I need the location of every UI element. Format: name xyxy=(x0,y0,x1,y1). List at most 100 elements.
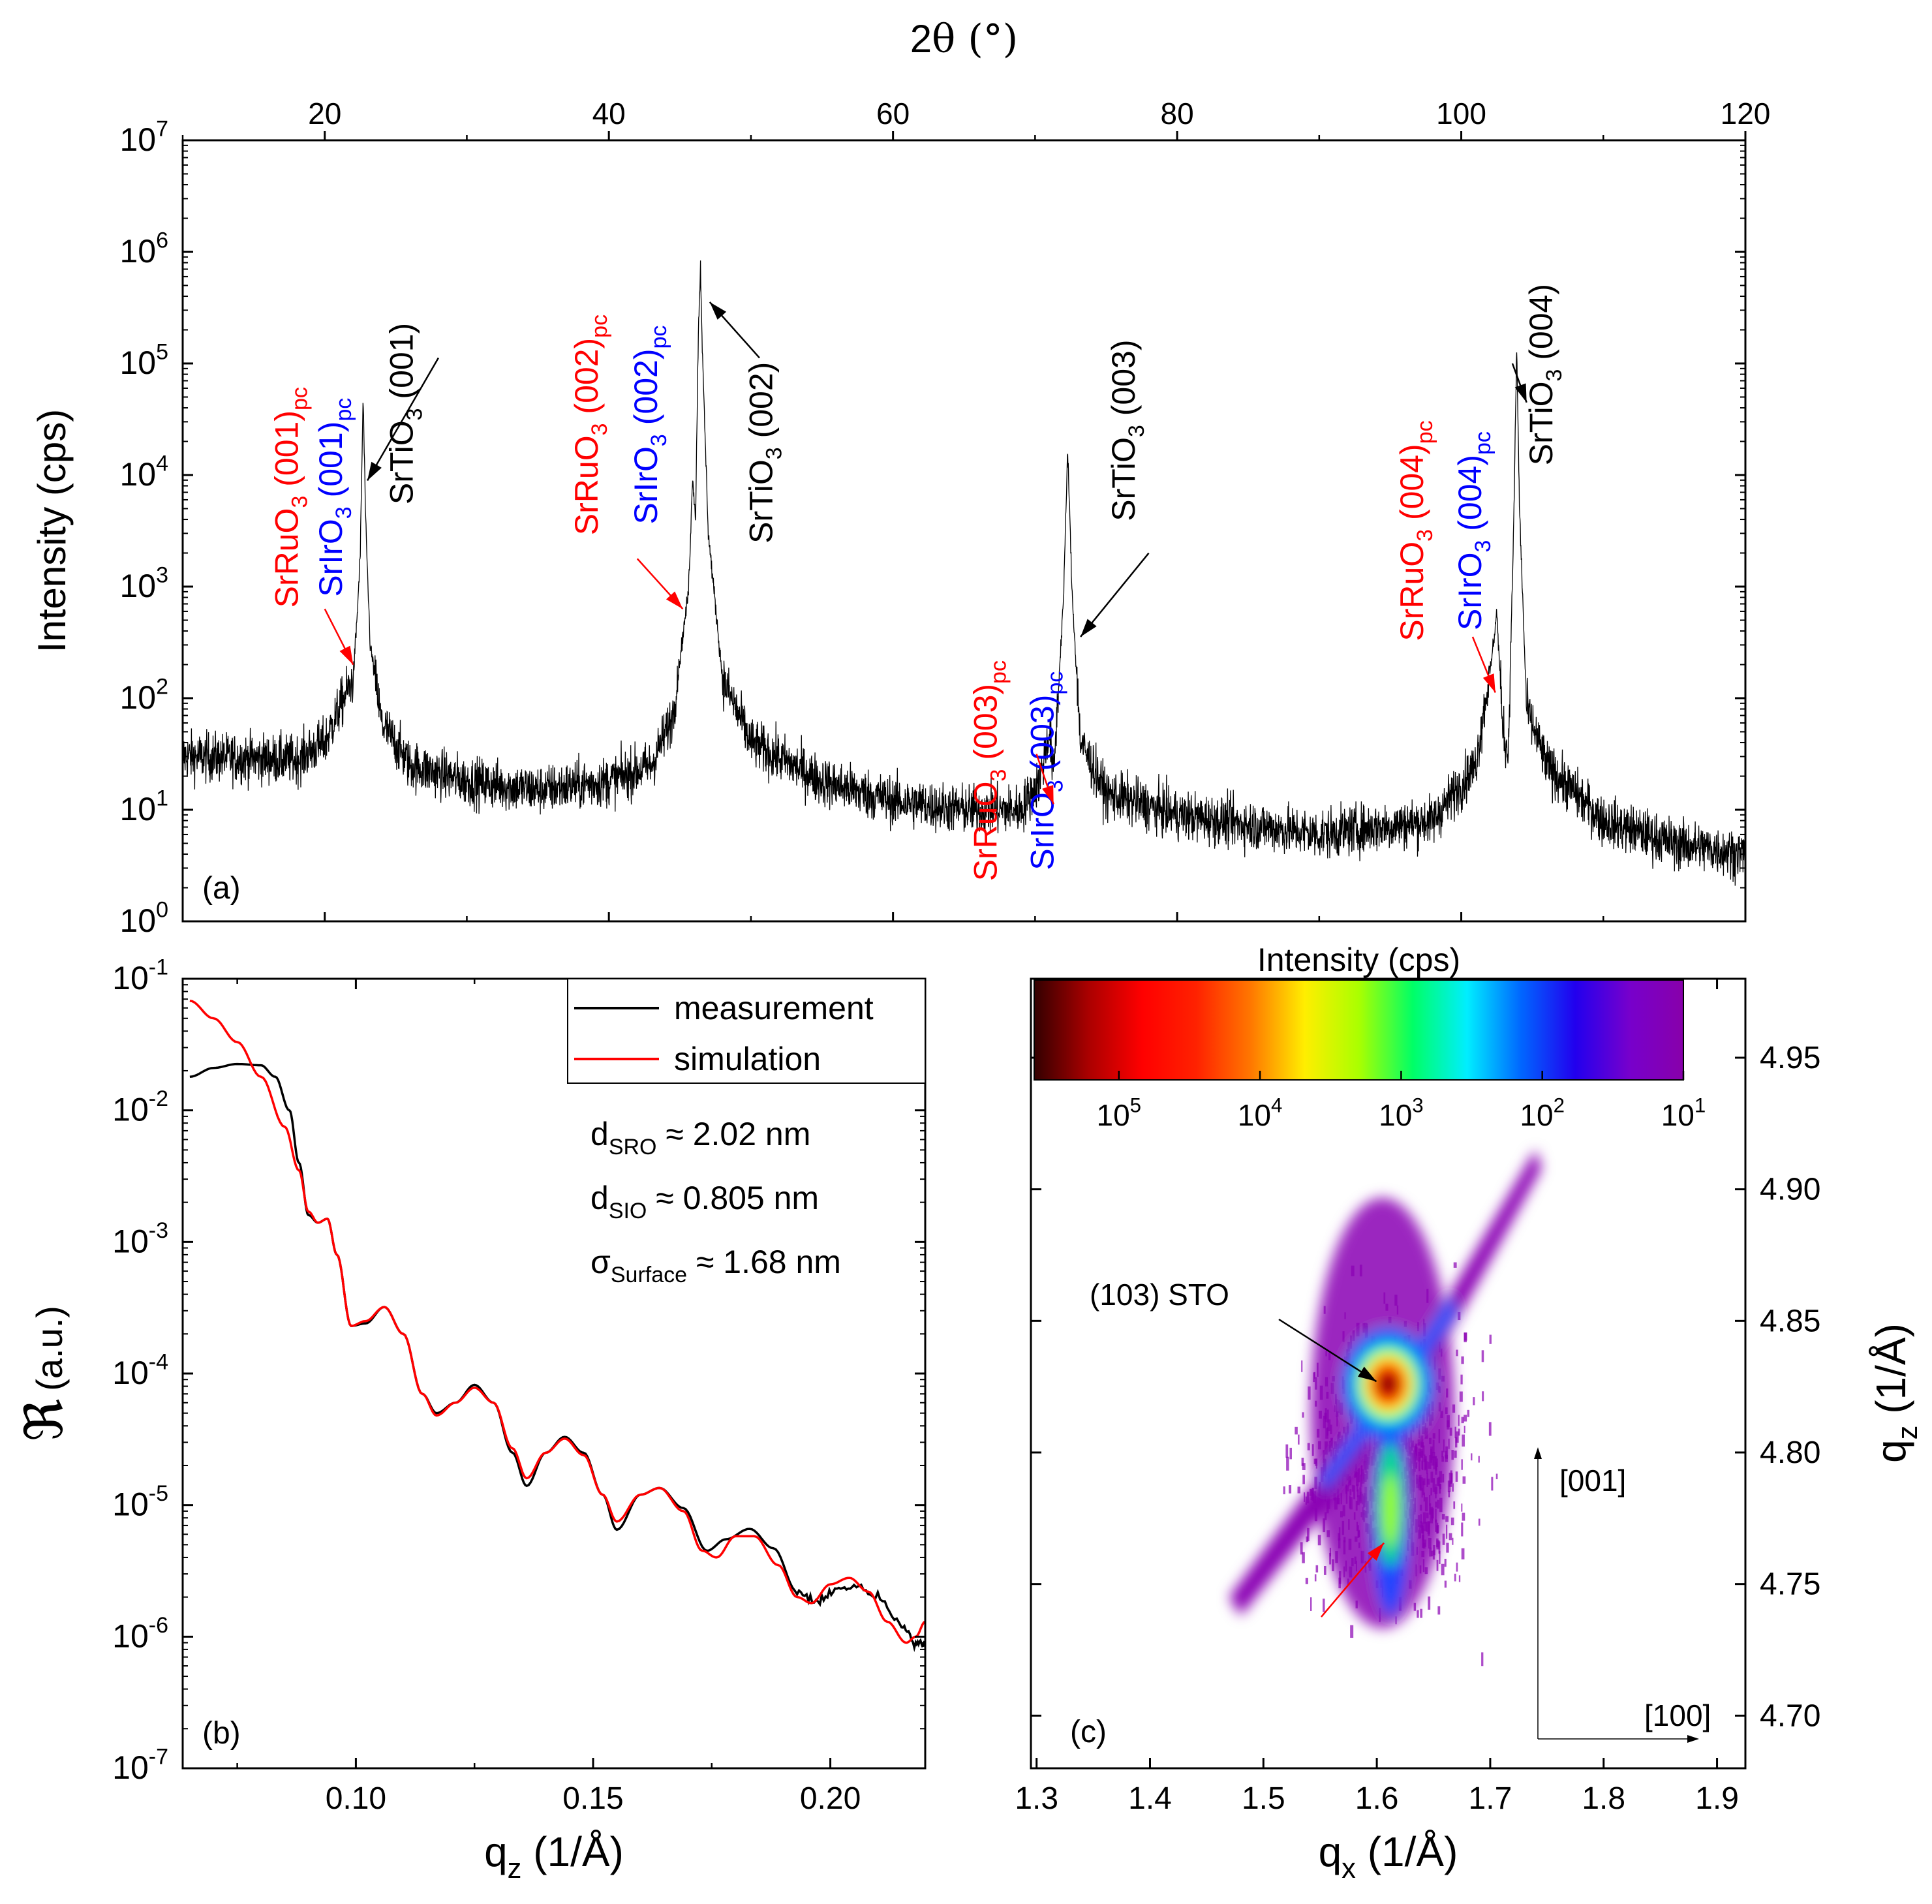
noise-speck xyxy=(1471,1453,1473,1461)
colorbar-tick-label: 102 xyxy=(1520,1094,1565,1132)
noise-speck xyxy=(1460,1374,1463,1385)
noise-speck xyxy=(1482,1391,1484,1402)
peak-label-red: SrRuO3 (002)pc xyxy=(568,315,612,535)
noise-speck xyxy=(1473,1397,1475,1405)
noise-speck xyxy=(1298,1434,1300,1445)
noise-speck xyxy=(1454,1426,1457,1439)
noise-speck xyxy=(1323,1598,1325,1612)
panel-b: 0.10 0.15 0.20 10-7 10-6 10-5 10-4 10-3 10-2 10-1… xyxy=(14,955,927,1884)
sto-peak-label: (103) STO xyxy=(1090,1278,1229,1312)
rsm-intensity xyxy=(1229,1150,1542,1629)
colorbar-tick-label: 105 xyxy=(1097,1094,1142,1132)
direction-indicator: [001] [100] xyxy=(1534,1447,1711,1743)
noise-speck xyxy=(1448,1490,1450,1497)
x-tick-label: 1.4 xyxy=(1128,1781,1172,1816)
peak-label-blue: SrIrO3 (004)pc xyxy=(1452,431,1495,630)
x-tick-label: 0.10 xyxy=(326,1781,386,1816)
peak-arrow xyxy=(1080,552,1150,637)
peak-label-black: SrTiO3 (001) xyxy=(384,323,427,504)
dir-100-head xyxy=(1687,1735,1699,1743)
peak-label-blue: SrIrO3 (002)pc xyxy=(628,326,671,525)
noise-speck xyxy=(1478,1518,1480,1526)
fit-param: dSIO ≈ 0.805 nm xyxy=(590,1180,819,1223)
noise-speck xyxy=(1302,1463,1306,1470)
noise-speck xyxy=(1307,1443,1310,1451)
y-tick-label: 104 xyxy=(119,452,168,493)
noise-speck xyxy=(1454,1573,1456,1582)
noise-speck xyxy=(1467,1409,1470,1417)
series-measurement-line xyxy=(189,1062,926,1653)
noise-speck xyxy=(1461,1417,1464,1424)
y-tick-label: 4.90 xyxy=(1760,1173,1820,1207)
peak-arrow xyxy=(366,357,439,482)
x-tick-label: 1.3 xyxy=(1015,1781,1058,1816)
arrow-head xyxy=(666,591,683,609)
noise-speck xyxy=(1438,1541,1441,1554)
noise-speck xyxy=(1489,1334,1492,1344)
arrow-head xyxy=(1368,1543,1384,1561)
noise-speck xyxy=(1449,1533,1452,1541)
noise-speck xyxy=(1462,1512,1465,1521)
plot-frame xyxy=(1030,977,1747,1770)
noise-speck xyxy=(1454,1451,1457,1458)
noise-speck xyxy=(1452,1537,1454,1545)
y-axis-title: ℜ(a.u.) xyxy=(14,1306,74,1441)
noise-speck xyxy=(1317,1535,1321,1546)
noise-speck xyxy=(1310,1597,1312,1611)
noise-speck xyxy=(1455,1471,1458,1482)
arrow-head xyxy=(1514,383,1527,403)
x-tick-label: 1.9 xyxy=(1695,1781,1739,1816)
peak-label-black: SrTiO3 (004) xyxy=(1523,284,1567,465)
y-tick-label: 105 xyxy=(119,340,168,382)
noise-speck xyxy=(1453,1501,1456,1509)
noise-speck xyxy=(1445,1516,1449,1522)
noise-speck xyxy=(1495,1473,1498,1480)
colorbar-title: Intensity (cps) xyxy=(1257,942,1460,978)
noise-speck xyxy=(1450,1517,1454,1526)
noise-speck xyxy=(1444,1580,1447,1588)
x-axis-title: qz (1/Å) xyxy=(484,1828,624,1884)
x-axis-title: qx (1/Å) xyxy=(1319,1828,1458,1884)
arrow-head xyxy=(1042,785,1054,805)
y-tick-label: 10-2 xyxy=(112,1086,168,1128)
y-tick-label: 102 xyxy=(119,675,168,716)
y-axis-title: qz (1/Å) xyxy=(1867,1323,1924,1463)
y-tick-label: 4.75 xyxy=(1760,1567,1820,1602)
panel-c: 1.3 1.4 1.5 1.6 1.7 1.8 1.9 4.70 4.75 4.80 4.85 4.9… xyxy=(1015,942,1924,1884)
noise-speck xyxy=(1350,1625,1354,1638)
y-tick-label: 10-6 xyxy=(112,1613,168,1655)
panel-label: (a) xyxy=(202,871,241,906)
noise-speck xyxy=(1324,1565,1326,1575)
sto-peak-arrow xyxy=(1278,1318,1377,1383)
x-tick-label: 1.7 xyxy=(1469,1781,1512,1816)
x-axis-title: 2θ (°) xyxy=(910,16,1018,62)
noise-speck xyxy=(1420,1608,1422,1618)
noise-speck xyxy=(1413,1603,1417,1611)
y-tick-label: 10-4 xyxy=(112,1350,168,1392)
arrow-head xyxy=(367,461,382,481)
x-tick-label: 120 xyxy=(1721,97,1771,131)
y-tick-label: 10-1 xyxy=(112,955,168,997)
colorbar-tick-label: 103 xyxy=(1379,1094,1424,1132)
noise-speck xyxy=(1464,1332,1467,1341)
peak-label-black: SrTiO3 (002) xyxy=(743,362,787,544)
arrow-shaft xyxy=(366,357,439,482)
noise-speck xyxy=(1455,1431,1459,1443)
plot-frame xyxy=(181,977,927,1770)
fit-param: σSurface ≈ 1.68 nm xyxy=(590,1244,841,1287)
peak-arrow xyxy=(1471,636,1496,693)
noise-speck xyxy=(1461,1522,1464,1537)
noise-speck xyxy=(1302,1475,1305,1484)
noise-speck xyxy=(1458,1575,1461,1582)
y-tick-label: 100 xyxy=(119,898,168,940)
noise-speck xyxy=(1441,1563,1445,1576)
noise-speck xyxy=(1307,1528,1310,1541)
noise-speck xyxy=(1478,1456,1480,1463)
noise-speck xyxy=(1314,1574,1317,1582)
x-tick-label: 1.6 xyxy=(1355,1781,1399,1816)
y-tick-label: 4.95 xyxy=(1760,1041,1820,1075)
noise-speck xyxy=(1308,1386,1311,1400)
dir-001-head xyxy=(1534,1447,1542,1459)
y-tick-label: 4.70 xyxy=(1760,1698,1820,1733)
panel-label: (b) xyxy=(202,1716,241,1751)
